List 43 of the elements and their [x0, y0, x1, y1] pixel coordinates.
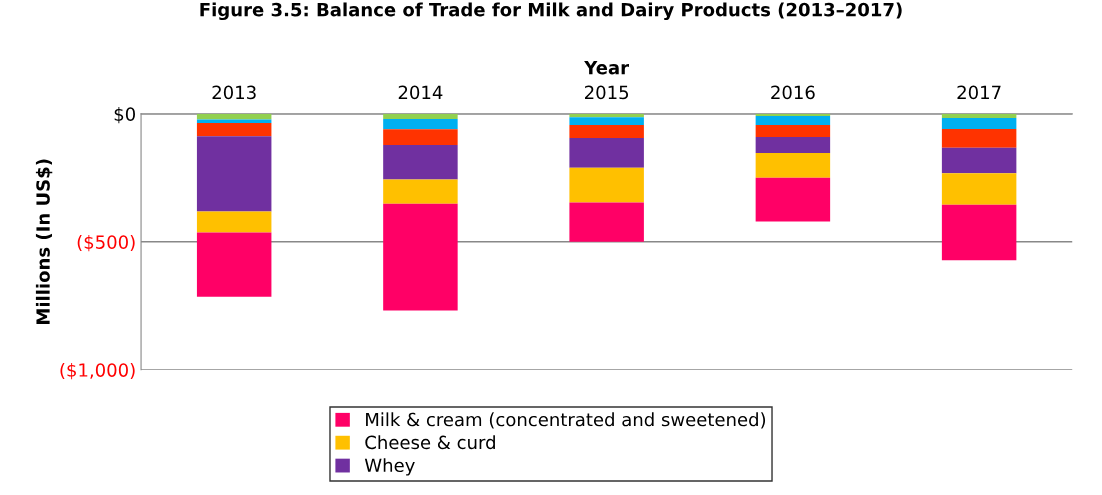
bar	[196, 119, 272, 124]
bar	[755, 125, 831, 137]
bar	[755, 136, 831, 153]
bar	[755, 177, 831, 222]
bar	[941, 147, 1017, 174]
x-tick-label: 2013	[212, 85, 256, 100]
bar	[196, 232, 272, 297]
y-axis-title: Millions (In US$)	[35, 159, 53, 324]
bar	[755, 115, 831, 126]
bar	[755, 153, 831, 178]
bar	[569, 137, 644, 168]
legend-label: Cheese & curd	[365, 435, 495, 450]
bar	[941, 128, 1017, 148]
bar	[196, 211, 272, 233]
bar	[383, 129, 458, 146]
bar	[196, 123, 272, 137]
y-tick-label: ($500)	[77, 234, 135, 252]
bar	[569, 167, 644, 203]
bar	[941, 117, 1017, 129]
y-tick-label: $0	[114, 106, 135, 124]
bar	[569, 202, 644, 242]
x-tick-label: 2017	[957, 85, 1001, 100]
x-tick-label: 2015	[585, 85, 629, 100]
bar	[569, 113, 644, 118]
bar	[383, 145, 458, 180]
x-axis-title: Year	[584, 60, 629, 75]
legend-label: Whey	[364, 458, 415, 476]
bar	[569, 117, 644, 126]
legend-label: Milk & cream (concentrated and sweetened)	[366, 412, 766, 429]
y-tick-label: ($1,000)	[60, 362, 135, 380]
bar	[383, 118, 458, 130]
x-tick-label: 2014	[398, 85, 443, 100]
bar	[941, 204, 1017, 261]
bar	[941, 113, 1017, 118]
chart-title: Figure 3.5: Balance of Trade for Milk and Dairy Products (2013–2017)	[200, 2, 902, 21]
bar	[383, 203, 458, 311]
bar	[569, 125, 644, 138]
bar	[383, 113, 458, 119]
bar	[755, 113, 831, 116]
bar	[383, 179, 458, 204]
bar	[941, 173, 1017, 205]
x-tick-label: 2016	[771, 85, 815, 100]
bar	[196, 136, 272, 212]
